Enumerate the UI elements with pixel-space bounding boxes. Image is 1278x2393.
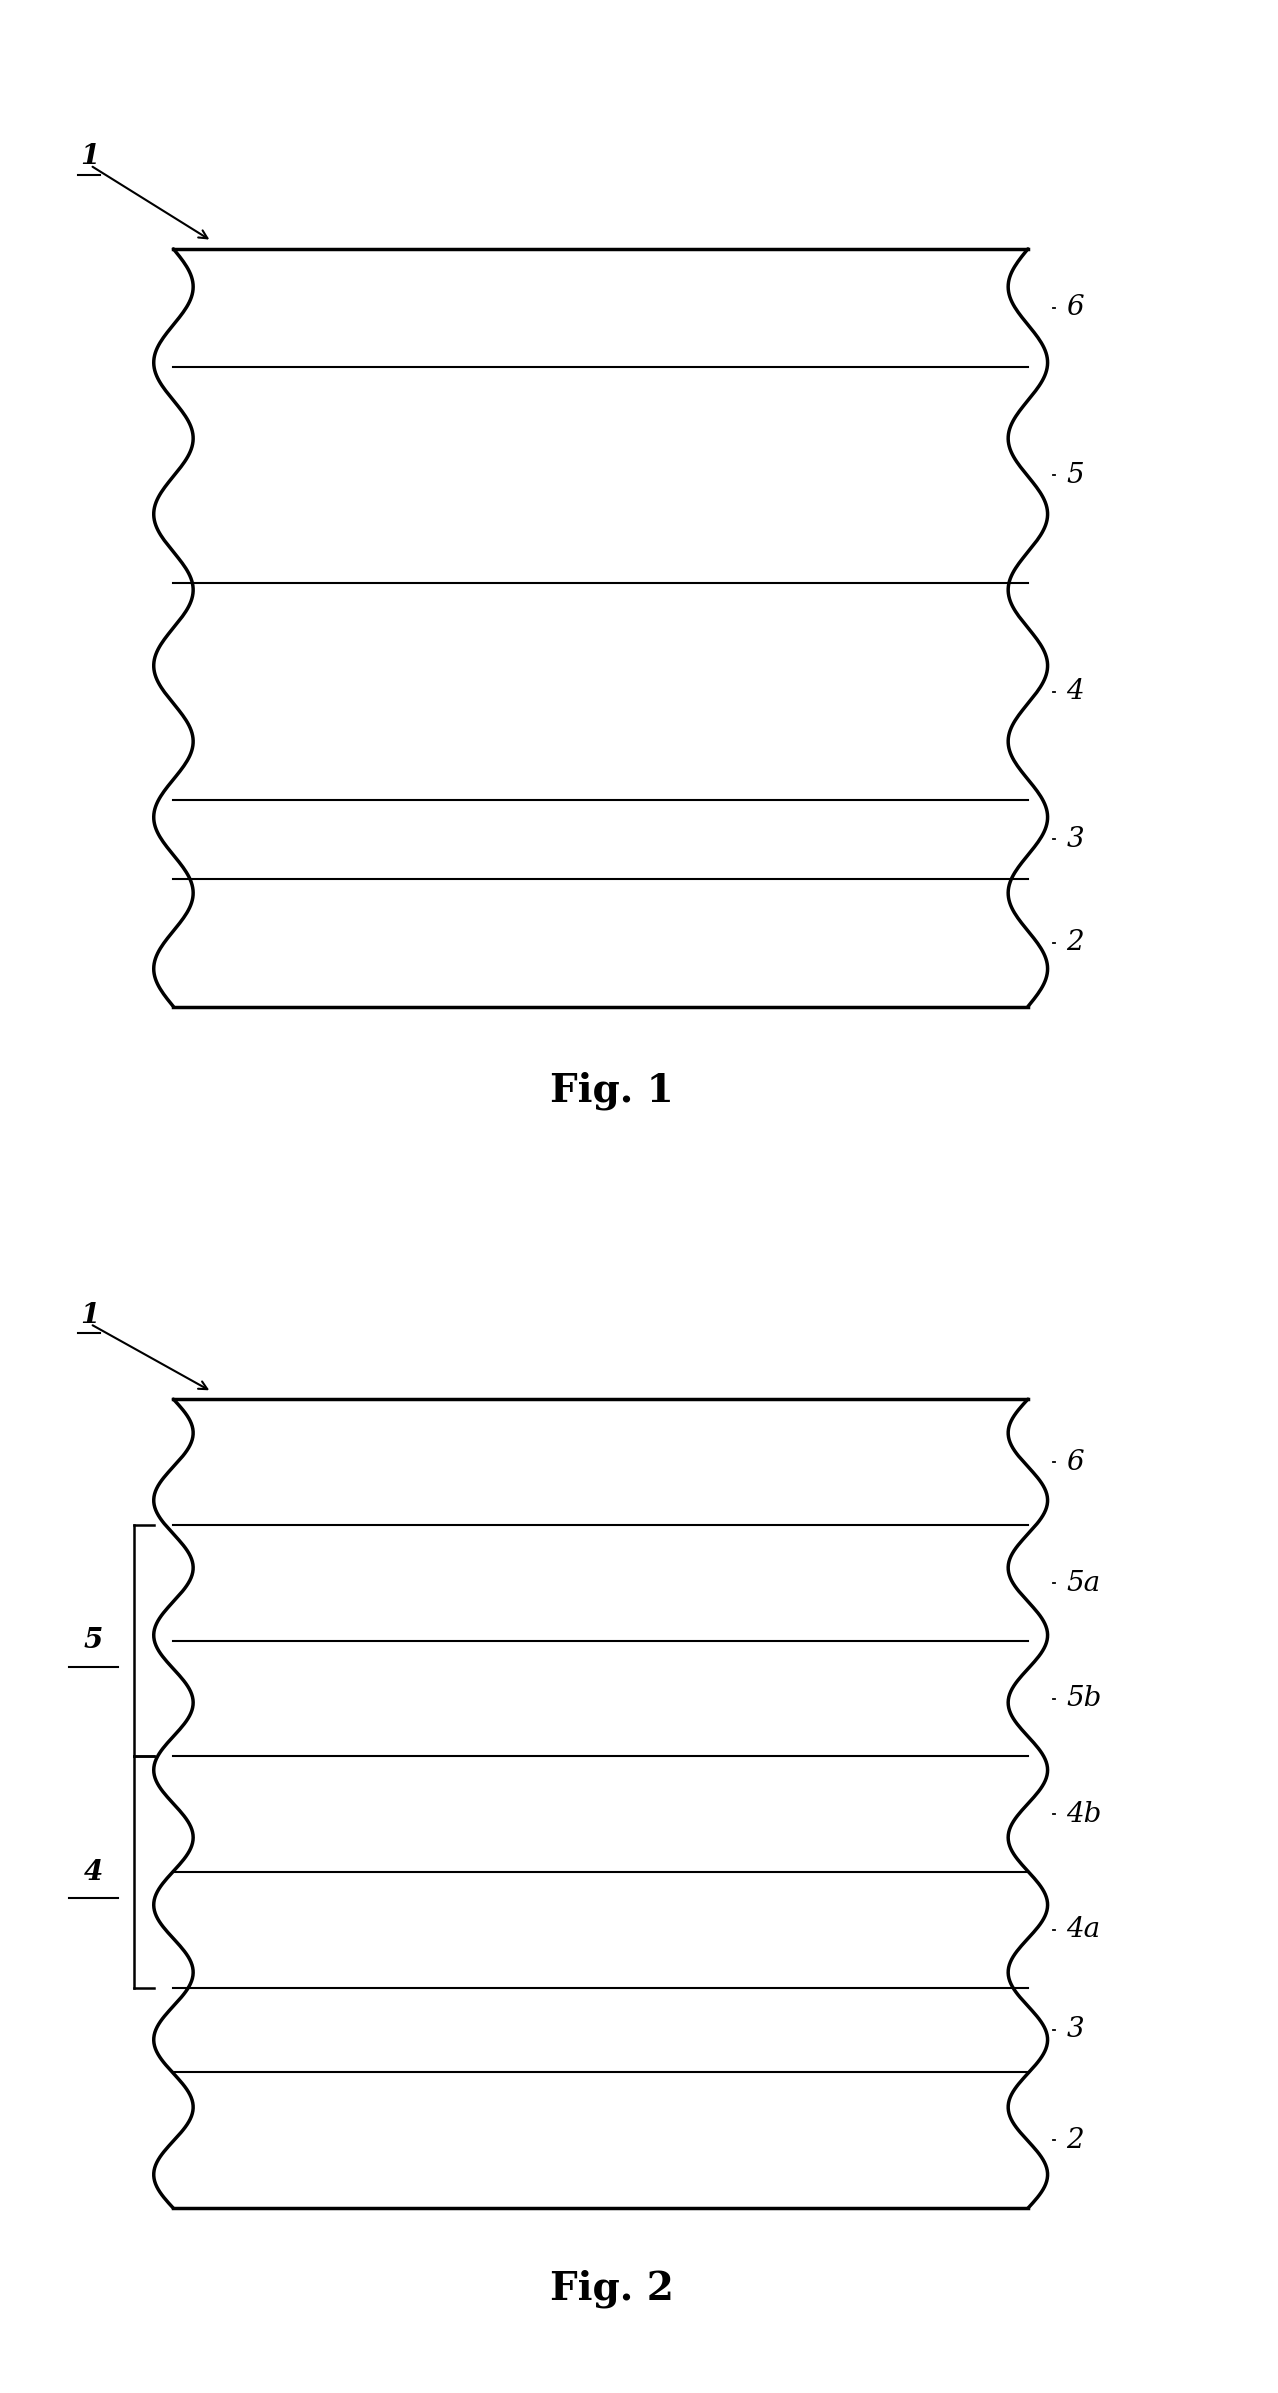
Text: 5: 5 (1066, 462, 1084, 488)
Text: 4b: 4b (1066, 1802, 1102, 1828)
Text: Fig. 1: Fig. 1 (550, 1072, 674, 1110)
Text: 5: 5 (84, 1627, 104, 1654)
Text: 2: 2 (1066, 928, 1084, 957)
Text: 4: 4 (84, 1859, 104, 1886)
Text: 3: 3 (1066, 826, 1084, 852)
Text: 1: 1 (81, 144, 100, 170)
Text: 1: 1 (81, 1302, 100, 1328)
Text: 3: 3 (1066, 2017, 1084, 2044)
Text: 5a: 5a (1066, 1570, 1100, 1596)
Text: 2: 2 (1066, 2127, 1084, 2154)
Text: Fig. 2: Fig. 2 (550, 2269, 674, 2307)
Text: 5b: 5b (1066, 1685, 1102, 1711)
Text: 4a: 4a (1066, 1917, 1100, 1943)
Text: 6: 6 (1066, 1448, 1084, 1476)
Text: 6: 6 (1066, 294, 1084, 321)
Text: 4: 4 (1066, 677, 1084, 706)
